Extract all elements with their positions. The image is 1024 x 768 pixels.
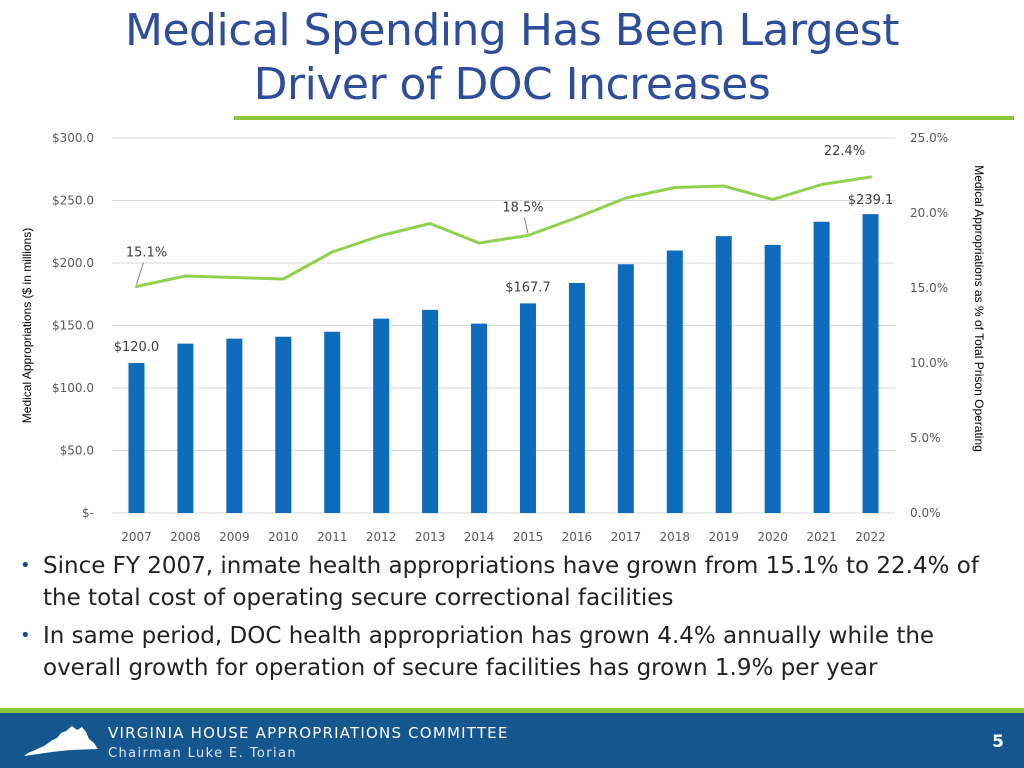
line-point [722, 184, 726, 188]
bar [177, 343, 194, 513]
line-point [134, 285, 138, 288]
bullet-dot-icon: • [20, 625, 31, 646]
left-axis-tick-label: $100.0 [52, 381, 94, 395]
bullet-item: • Since FY 2007, inmate health appropria… [18, 550, 1008, 614]
line-point [869, 175, 873, 179]
line-data-label: 18.5% [502, 201, 543, 216]
bar [226, 338, 243, 513]
bar [324, 331, 341, 513]
line-point [428, 222, 432, 225]
slide-title-line-2: Driver of DOC Increases [253, 59, 771, 110]
slide-title: Medical Spending Has Been Largest Driver… [0, 4, 1024, 112]
left-axis-tick-label: $150.0 [52, 319, 94, 333]
left-axis-title: Medical Appropriations ($ in millions) [20, 228, 34, 423]
line-point [771, 198, 775, 201]
bar [666, 250, 683, 513]
x-axis-tick-label: 2008 [170, 530, 201, 544]
line-point [575, 216, 579, 219]
left-axis-tick-label: $- [82, 506, 94, 520]
footer-band: VIRGINIA HOUSE APPROPRIATIONS COMMITTEE … [0, 708, 1024, 768]
committee-name: VIRGINIA HOUSE APPROPRIATIONS COMMITTEE [108, 724, 509, 742]
right-axis-tick-label: 20.0% [910, 206, 948, 220]
bar [128, 363, 145, 513]
x-axis-tick-label: 2010 [268, 530, 299, 544]
slide-title-line-1: Medical Spending Has Been Largest [125, 5, 899, 56]
x-axis-tick-label: 2013 [415, 530, 446, 544]
line-point [379, 234, 383, 237]
x-axis-tick-label: 2014 [464, 530, 495, 544]
right-axis-tick-label: 0.0% [910, 506, 941, 520]
bar [568, 283, 585, 513]
line-point [526, 234, 530, 237]
right-axis-tick-label: 5.0% [910, 431, 941, 445]
line-series [136, 175, 871, 288]
bullet-text: In same period, DOC health appropriation… [43, 623, 935, 681]
bar [813, 221, 830, 513]
bar [373, 318, 390, 513]
left-axis-tick-label: $200.0 [52, 256, 94, 270]
right-axis-tick-label: 15.0% [910, 281, 948, 295]
bar [862, 214, 879, 513]
bar [715, 236, 732, 513]
x-axis-tick-label: 2007 [121, 530, 152, 544]
x-axis-tick-label: 2011 [317, 530, 348, 544]
combo-chart: $- $50.0 $100.0 $150.0 $200.0 $250.0 $300.0 0.0… [20, 131, 986, 544]
bullet-dot-icon: • [20, 555, 31, 576]
line-point [673, 186, 677, 189]
bar [617, 264, 634, 513]
bar [422, 309, 439, 513]
line-point [820, 183, 824, 186]
leader-line [135, 262, 144, 285]
bullet-text: Since FY 2007, inmate health appropriati… [43, 553, 979, 611]
left-axis-tick-label: $50.0 [60, 444, 94, 458]
x-axis-tick-label: 2019 [708, 530, 739, 544]
right-axis-title: Medical Appropriations as % of Total Pri… [972, 165, 986, 452]
line-point [281, 277, 285, 281]
bullet-list: • Since FY 2007, inmate health appropria… [18, 550, 1008, 690]
line-data-label: 22.4% [824, 144, 865, 159]
x-axis-tick-label: 2018 [660, 530, 691, 544]
bar [764, 244, 781, 513]
x-axis-tick-label: 2020 [757, 530, 788, 544]
x-axis-tick-label: 2017 [611, 530, 642, 544]
x-axis-tick-label: 2009 [219, 530, 250, 544]
line-point [183, 274, 187, 278]
leader-line [523, 217, 529, 234]
line-point [477, 241, 481, 245]
bullet-item: • In same period, DOC health appropriati… [18, 620, 1008, 684]
right-axis-tick-label: 25.0% [910, 131, 948, 145]
bar [275, 336, 292, 513]
virginia-state-icon [24, 726, 98, 756]
line-point [232, 276, 236, 279]
x-axis-tick-label: 2016 [562, 530, 593, 544]
bar [519, 303, 536, 513]
bar [471, 323, 488, 513]
page-number: 5 [992, 732, 1004, 752]
line-point [330, 250, 334, 254]
bar-data-label: $120.0 [114, 340, 160, 355]
line-point [624, 196, 628, 200]
x-axis-tick-label: 2021 [806, 530, 837, 544]
left-axis-tick-label: $300.0 [52, 131, 94, 145]
left-axis-tick-label: $250.0 [52, 194, 94, 208]
bar-data-label: $239.1 [848, 193, 894, 208]
bar-data-label: $167.7 [505, 280, 551, 295]
x-axis-tick-label: 2022 [855, 530, 886, 544]
right-axis-tick-label: 10.0% [910, 356, 948, 370]
title-accent-rule [234, 116, 1014, 120]
x-axis-tick-label: 2015 [513, 530, 544, 544]
chairman-name: Chairman Luke E. Torian [108, 746, 297, 761]
x-axis-tick-label: 2012 [366, 530, 397, 544]
line-data-label: 15.1% [126, 246, 167, 261]
